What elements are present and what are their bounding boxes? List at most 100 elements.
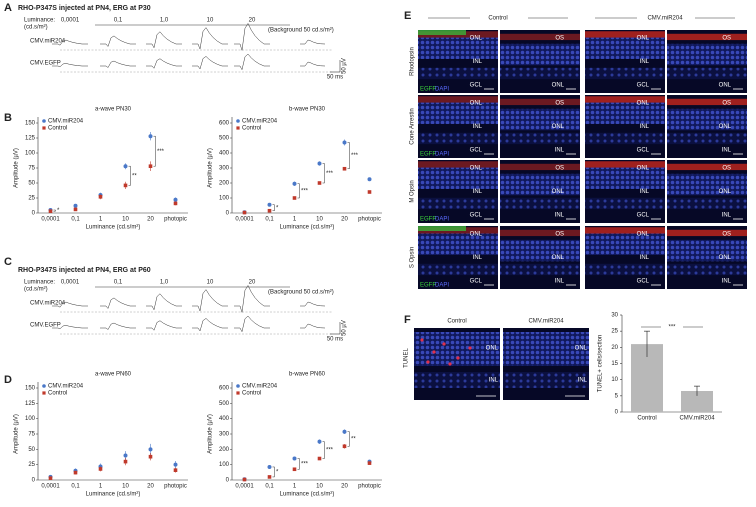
- micrograph-layer: [667, 43, 747, 66]
- y-tick-label: 0: [32, 211, 36, 217]
- y-tick-label: 100: [25, 416, 36, 422]
- layer-label: INL: [640, 255, 650, 261]
- legend-marker: [42, 384, 46, 388]
- point: [267, 464, 272, 469]
- luminance-value: 20: [249, 280, 256, 286]
- significance-bracket: [322, 163, 325, 184]
- layer-label: GCL: [470, 213, 483, 219]
- luminance-value: 1,0: [160, 280, 169, 286]
- significance-bracket: [347, 142, 350, 169]
- x-axis-label: Luminance (cd.s/m²): [280, 492, 335, 498]
- erg-trace: [192, 27, 228, 50]
- significance-label: ***: [326, 171, 334, 177]
- panel-label: B: [4, 112, 12, 124]
- x-tick-label: 0,1: [71, 217, 80, 223]
- y-tick-label: 20: [611, 345, 618, 351]
- significance-bracket: [272, 466, 275, 478]
- chart-title: a-wave PN60: [95, 372, 132, 378]
- layer-label: ONL: [637, 232, 650, 238]
- legend-marker: [236, 384, 240, 388]
- micrograph-layer: [418, 102, 498, 124]
- significance-label: *: [276, 470, 279, 476]
- luminance-label: (cd.s/m²): [24, 25, 48, 31]
- micrograph-layer: [418, 67, 498, 80]
- y-tick-label: 100: [219, 196, 230, 202]
- column-header: CMV.miR204: [647, 16, 683, 22]
- y-tick-label: 150: [25, 121, 36, 127]
- point: [123, 453, 128, 458]
- point: [48, 209, 53, 213]
- significance-bracket: [128, 165, 131, 186]
- layer-label: INL: [640, 59, 650, 65]
- layer-label: INL: [722, 213, 732, 219]
- erg-trace: [234, 22, 270, 51]
- tunel-cell: [456, 356, 460, 360]
- y-axis-label: Amplitude (µV): [14, 414, 20, 454]
- micrograph-stain: [418, 96, 498, 103]
- point: [342, 429, 347, 434]
- x-tick-label: 1: [293, 484, 297, 490]
- point: [98, 195, 103, 199]
- layer-label: GCL: [470, 148, 483, 154]
- micrograph-layer: [500, 197, 580, 210]
- significance-label: ***: [301, 188, 309, 194]
- chart-title: b-wave PN60: [289, 372, 326, 378]
- x-tick-label: 0,0001: [235, 484, 254, 490]
- significance-label: **: [132, 173, 137, 179]
- row-label: CMV.miR204: [30, 301, 66, 307]
- layer-label: GCL: [470, 83, 483, 89]
- micrograph-layer: [585, 263, 665, 276]
- point: [242, 477, 247, 482]
- y-tick-label: 25: [28, 196, 35, 202]
- x-tick-label: photopic: [358, 217, 381, 223]
- panel-label: D: [4, 374, 12, 386]
- layer-label: OS: [722, 166, 731, 172]
- y-tick-label: 125: [25, 401, 36, 407]
- point: [123, 164, 128, 169]
- stain-label: DAPI: [435, 152, 449, 158]
- significance-label: ***: [301, 461, 309, 467]
- micrograph-layer: [585, 67, 665, 80]
- micrograph-layer: [667, 197, 747, 210]
- micrograph-layer: [503, 332, 589, 366]
- micrograph-layer: [585, 132, 665, 145]
- erg-trace: [234, 284, 270, 313]
- layer-label: ONL: [719, 255, 732, 261]
- x-tick-label: 0,0001: [41, 484, 60, 490]
- layer-label: INL: [555, 213, 565, 219]
- tunel-cell: [468, 346, 472, 350]
- legend-label: Control: [242, 126, 261, 132]
- luminance-value: 0,0001: [61, 280, 80, 286]
- layer-label: OS: [722, 36, 731, 42]
- legend-marker: [236, 119, 240, 123]
- legend-label: Control: [48, 126, 67, 132]
- chart-title: b-wave PN30: [289, 107, 326, 113]
- legend-label: Control: [48, 391, 67, 397]
- layer-label: ONL: [552, 124, 565, 130]
- layer-label: ONL: [575, 346, 588, 352]
- micrograph-layer: [500, 43, 580, 66]
- luminance-value: 1,0: [160, 18, 169, 24]
- stain-label: DAPI: [435, 217, 449, 223]
- significance-label: ***: [326, 448, 334, 454]
- micrograph-layer: [418, 197, 498, 210]
- micrograph-stain: [585, 161, 665, 168]
- panel-label: C: [4, 256, 12, 268]
- point: [267, 208, 272, 213]
- significance-bracket: [297, 183, 300, 199]
- erg-trace: [100, 60, 136, 68]
- micrograph-layer: [585, 102, 665, 124]
- tunel-label: TUNEL: [404, 348, 410, 368]
- micrograph-stain: [585, 31, 665, 38]
- micrograph-stain: [585, 96, 665, 103]
- layer-label: OS: [555, 166, 564, 172]
- x-tick-label: 1: [99, 217, 103, 223]
- y-tick-label: 150: [25, 386, 36, 392]
- significance-bracket: [322, 441, 325, 459]
- luminance-label: Luminance:: [24, 18, 55, 24]
- y-tick-label: 5: [615, 393, 619, 399]
- erg-trace: [300, 301, 326, 307]
- point: [148, 164, 153, 168]
- y-axis-label: Amplitude (µV): [14, 148, 20, 188]
- significance-label: *: [276, 205, 279, 211]
